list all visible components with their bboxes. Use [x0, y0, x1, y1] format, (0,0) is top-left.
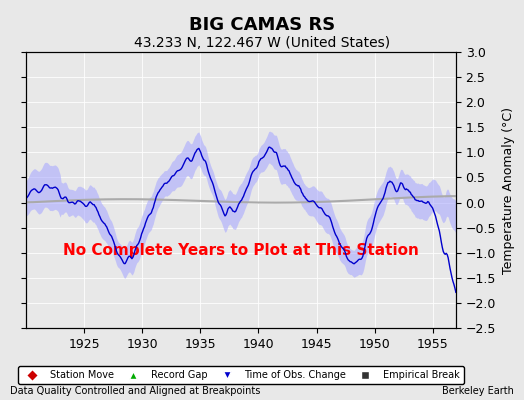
Text: Data Quality Controlled and Aligned at Breakpoints: Data Quality Controlled and Aligned at B…: [10, 386, 261, 396]
Text: Berkeley Earth: Berkeley Earth: [442, 386, 514, 396]
Y-axis label: Temperature Anomaly (°C): Temperature Anomaly (°C): [501, 106, 515, 274]
Text: 43.233 N, 122.467 W (United States): 43.233 N, 122.467 W (United States): [134, 36, 390, 50]
Text: BIG CAMAS RS: BIG CAMAS RS: [189, 16, 335, 34]
Text: No Complete Years to Plot at This Station: No Complete Years to Plot at This Statio…: [63, 243, 419, 258]
Legend: Station Move, Record Gap, Time of Obs. Change, Empirical Break: Station Move, Record Gap, Time of Obs. C…: [18, 366, 464, 384]
